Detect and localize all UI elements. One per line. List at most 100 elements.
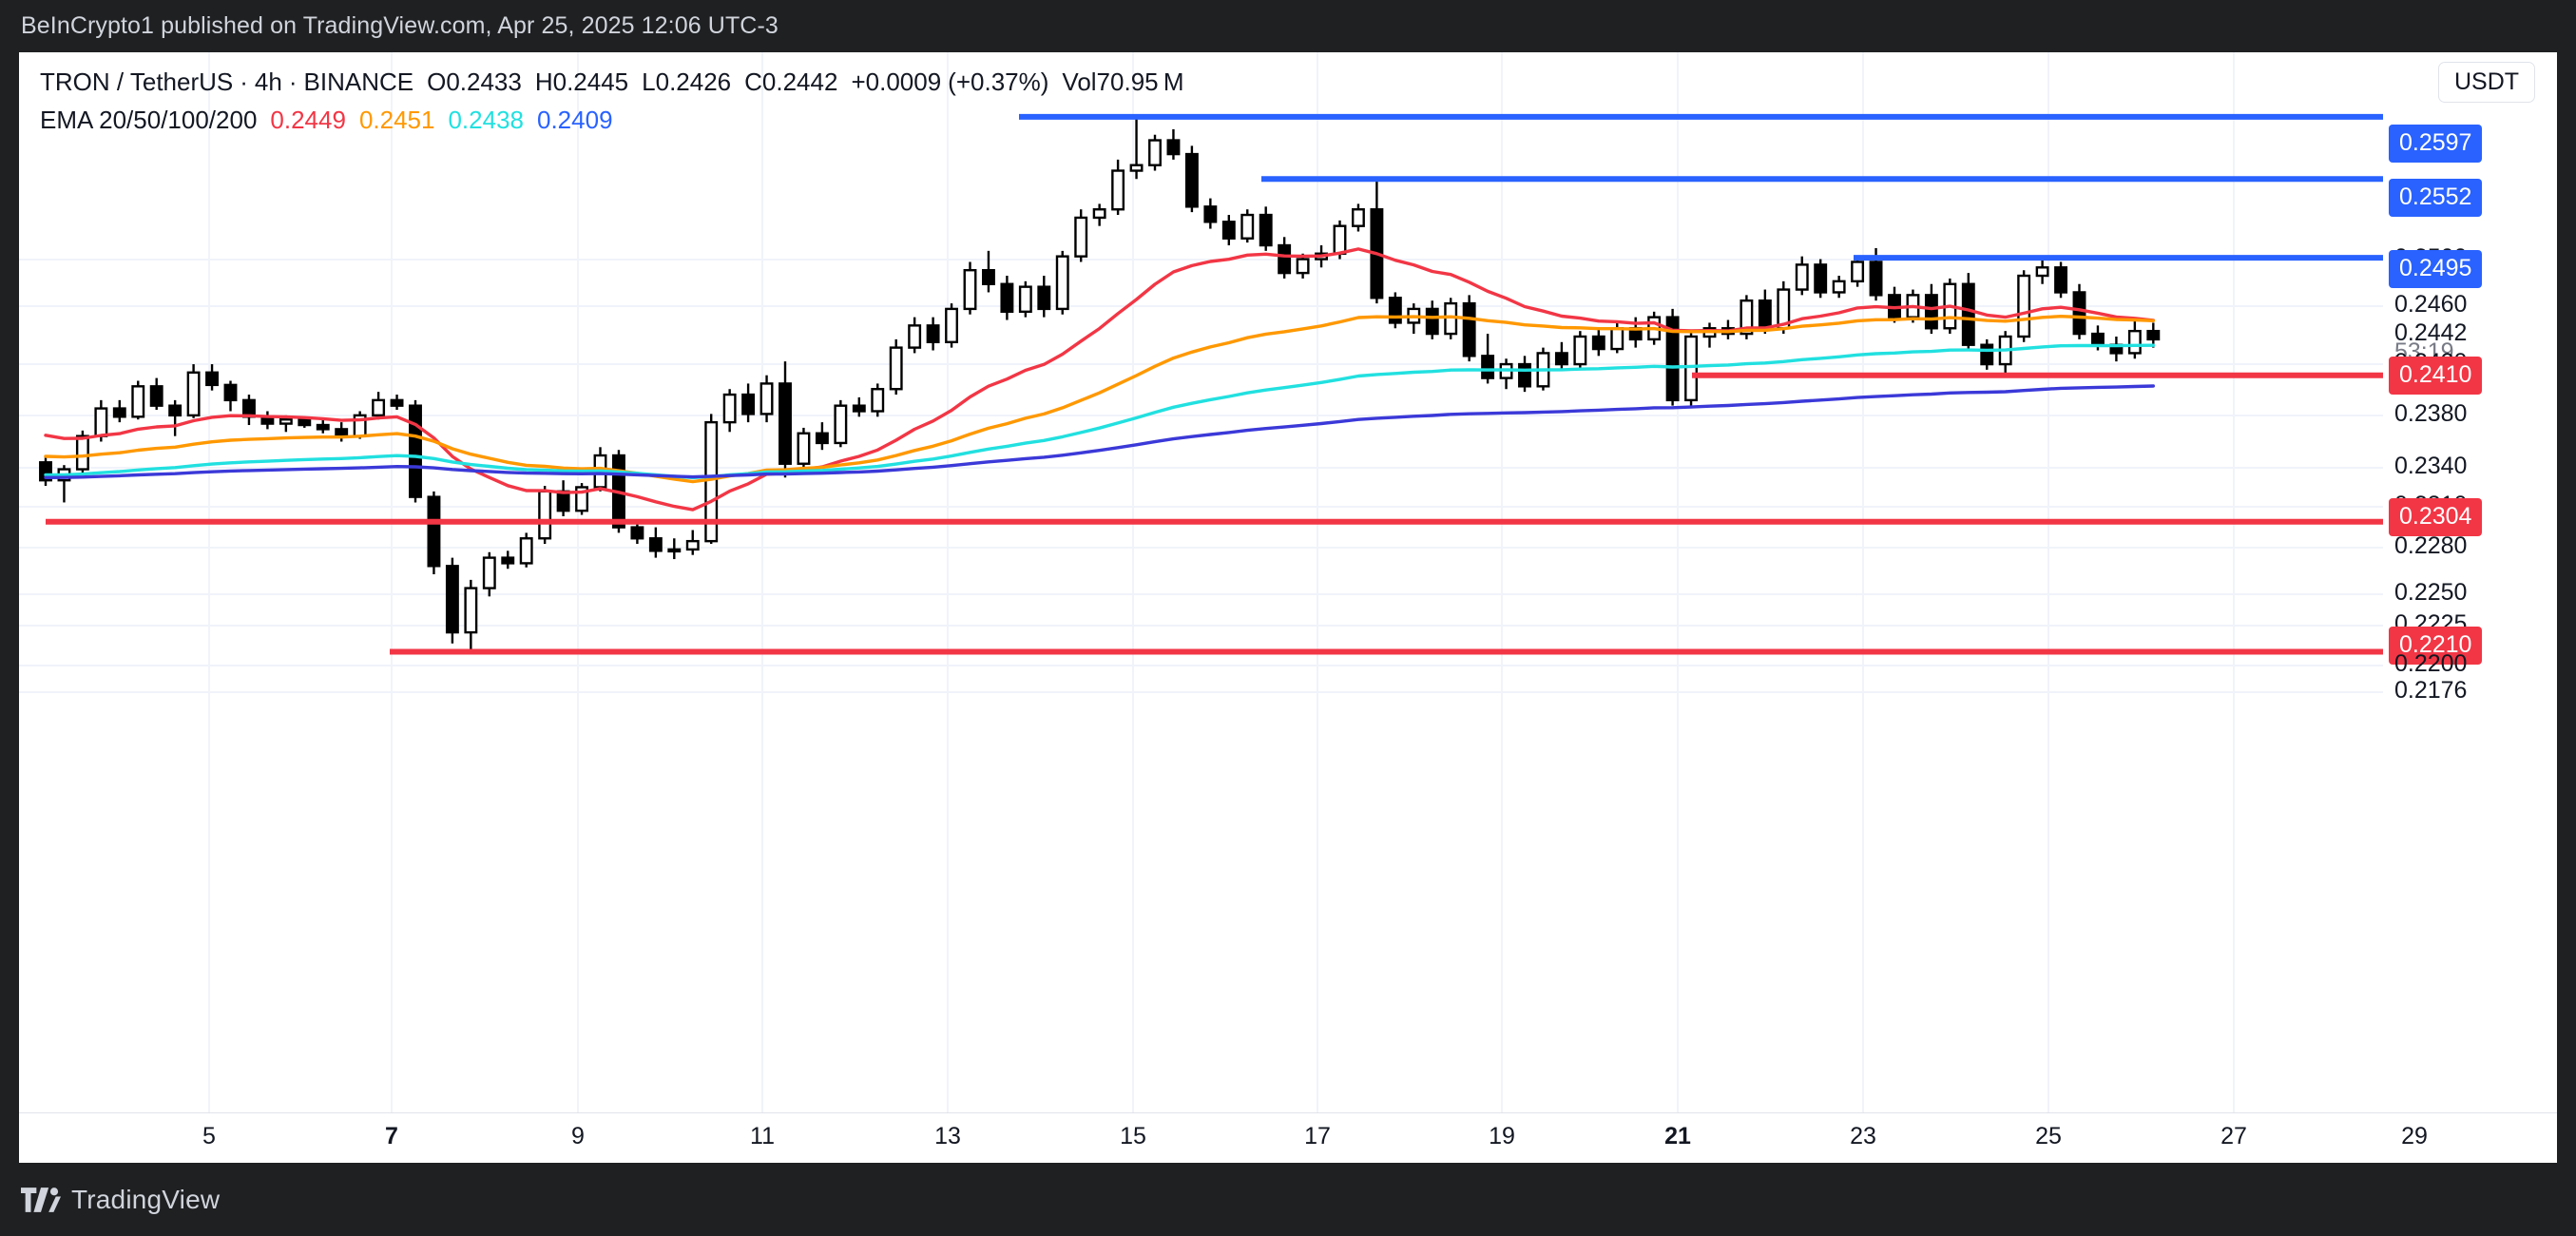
candle-body-bullish [2127,329,2142,355]
publisher-credit: BeInCrypto1 published on TradingView.com… [0,0,2576,52]
price-line-badge[interactable]: 0.2210 [2389,627,2483,665]
candle-body-bearish [1814,263,1828,294]
candle-body-bullish [575,486,588,512]
candle-body-bullish [722,393,737,424]
candle-body-bearish [1000,282,1014,314]
candle-body-bullish [1333,224,1347,255]
candle-body-bearish [223,383,238,402]
candle-body-bullish [797,432,811,465]
legend-ema-row: EMA 20/50/100/200 0.2449 0.2451 0.2438 0.240… [40,104,1183,136]
candle-body-bullish [1148,139,1162,166]
candle-body-bullish [1055,255,1069,311]
candle-body-bearish [648,537,663,552]
candle-body-bearish [316,423,330,431]
candle-body-bearish [1961,282,1975,346]
time-axis-tick: 9 [571,1123,585,1149]
candle-body-bearish [1388,297,1402,324]
candle-body-bullish [908,324,922,349]
candle-body-bullish [871,388,885,413]
candle-body-bullish [1018,285,1032,314]
legend-high: H0.2445 [534,68,629,96]
candle-body-bearish [556,490,570,512]
candle-body-bearish [1203,205,1218,223]
candle-body-bullish [279,418,293,425]
candle-body-bearish [298,418,312,427]
candle-body-bearish [409,404,422,498]
ema-200-line [44,384,2156,479]
candle-body-bearish [1924,294,1938,330]
price-axis-tick: 0.2340 [2394,453,2468,479]
candle-body-bullish [1740,299,1754,336]
price-axis-tick: 0.2460 [2394,291,2468,318]
ema-100-line [44,343,2156,480]
candle-body-bearish [2090,332,2105,346]
price-line-badge[interactable]: 0.2304 [2389,498,2483,536]
time-axis-tick: 23 [1850,1123,1876,1149]
candle-body-bearish [427,495,441,568]
ema-50-line [44,315,2156,484]
legend-symbol[interactable]: TRON / TetherUS [40,68,234,96]
candle-body-bullish [538,490,552,540]
candle-body-bullish [1129,164,1144,172]
candle-body-bullish [464,587,478,634]
tradingview-wordmark: TradingView [71,1184,221,1214]
legend-sep-2: · [288,68,298,96]
candlestick-svg [19,52,2383,1112]
ema20-value: 0.2449 [270,106,346,134]
candle-body-bullish [1074,216,1088,258]
candle-body-bearish [1259,213,1273,247]
price-scale[interactable]: USDT 0.25970.25520.25000.24950.24600.244… [2383,52,2557,1112]
footer-branding: TradingView [0,1163,2576,1236]
legend-open: O0.2433 [427,68,522,96]
time-axis-tick: 21 [1664,1123,1691,1149]
time-axis-tick: 5 [202,1123,216,1149]
price-axis-tick: 0.2280 [2394,532,2468,559]
legend-ohlc-row: TRON / TetherUS · 4h · BINANCE O0.2433 H0.2445… [40,66,1183,98]
legend-interval[interactable]: 4h [254,68,282,96]
ema-indicator-title[interactable]: EMA 20/50/100/200 [40,106,258,134]
candle-body-bullish [889,346,903,391]
candle-body-bearish [1980,343,1994,366]
time-scale[interactable]: 5 7 9 11 13 15 17 19 21 23 25 27 29 [19,1112,2557,1163]
candle-body-bullish [372,398,386,417]
candle-body-bearish [168,404,183,417]
candle-body-bullish [131,385,145,418]
time-axis-tick: 25 [2035,1123,2062,1149]
candle-body-bullish [963,268,977,311]
candle-body-bearish [1758,299,1772,330]
candle-body-bullish [667,548,682,553]
candle-body-bearish [1425,307,1439,336]
price-line-badge[interactable]: 0.2495 [2389,250,2483,288]
time-axis-tick: 17 [1304,1123,1331,1149]
candle-body-bearish [1518,362,1531,388]
chart-legend: TRON / TetherUS · 4h · BINANCE O0.2433 H0.2445… [40,66,1183,136]
candle-body-bullish [1240,213,1255,240]
price-axis-tick: 0.2442 [2394,319,2468,346]
candle-body-bullish [1573,335,1587,366]
candle-body-bullish [685,539,700,551]
candle-body-bearish [1481,355,1495,379]
time-axis-tick: 15 [1120,1123,1146,1149]
candle-body-bullish [482,556,496,589]
candle-body-bearish [2054,266,2068,294]
candle-body-bearish [335,428,349,437]
candle-body-bullish [834,404,848,445]
price-plot-area[interactable] [19,52,2383,1112]
candle-body-bearish [39,461,52,482]
candle-body-bullish [1851,261,1865,283]
legend-change-absolute: +0.0009 [851,68,942,96]
candle-body-bearish [1869,261,1883,297]
price-line-badge[interactable]: 0.2552 [2389,179,2483,217]
candle-body-bearish [501,556,515,565]
chart-panel: TRON / TetherUS · 4h · BINANCE O0.2433 H0.2445… [19,52,2557,1163]
candle-body-bullish [1832,280,1846,294]
price-line-badge[interactable]: 0.2410 [2389,357,2483,395]
price-line-badge[interactable]: 0.2597 [2389,125,2483,163]
tradingview-logo-icon [21,1187,61,1212]
currency-badge[interactable]: USDT [2438,62,2536,103]
candle-body-bullish [1684,335,1699,402]
candle-body-bullish [1795,263,1809,291]
time-axis-tick: 13 [934,1123,961,1149]
ema-20-line [44,247,2156,512]
